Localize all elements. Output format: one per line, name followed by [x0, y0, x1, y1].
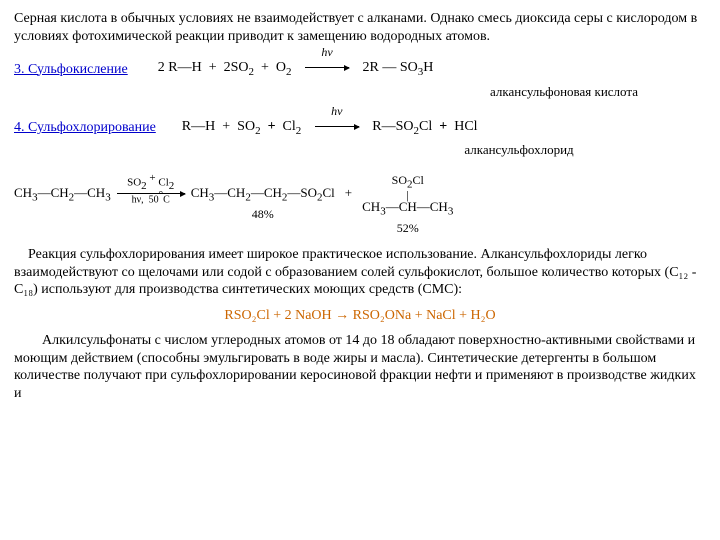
ex-arrow: SO2 + Cl2 hν, 50°C	[111, 173, 191, 202]
section-3-row: 3. Сульфокисление 2 R—H + 2SO2 + O2 hν 2…	[14, 59, 706, 80]
rhs1-tail: Cl	[419, 119, 432, 134]
section-4-title: 4. Сульфохлорирование	[14, 119, 156, 137]
rhs-tail: H	[423, 60, 433, 75]
lhs1-4: R—H	[182, 119, 215, 134]
arrow-3-cond: hν	[302, 45, 352, 60]
paragraph-1: Реакция сульфохлорирования имеет широкое…	[14, 246, 706, 299]
pct-2: 52%	[362, 221, 453, 236]
orange-equation: RSO₂Cl + 2 NaOH → RSO₂ONa + NaCl + H₂O	[14, 307, 706, 325]
paragraph-2: Алкилсульфонаты с числом углеродных атом…	[14, 332, 706, 402]
lhs3: O	[276, 60, 286, 75]
arrow-3: hν	[302, 59, 352, 77]
product-2: SO2Cl | CH3—CH—CH3 52%	[362, 173, 453, 237]
lhs3-4: Cl	[283, 119, 296, 134]
rhs1-4: R—SO	[372, 119, 413, 134]
pct-1: 48%	[191, 207, 335, 222]
eq-4: R—H + SO2 + Cl2 hν R—SO2Cl + HCl	[182, 118, 478, 139]
reactant: CH3—CH2—CH3	[14, 173, 111, 205]
intro-text: Серная кислота в обычных условиях не вза…	[14, 10, 706, 45]
arrow-4-cond: hν	[312, 104, 362, 119]
arrow-4: hν	[312, 118, 362, 136]
example-reaction: CH3—CH2—CH3 SO2 + Cl2 hν, 50°C CH3—CH2—C…	[14, 173, 706, 237]
rhs: 2R — SO	[363, 60, 418, 75]
eq-3: 2 R—H + 2SO2 + O2 hν 2R — SO3H	[158, 59, 434, 80]
ex-plus: +	[335, 173, 362, 201]
lhs2-4: SO	[237, 119, 255, 134]
product-1: CH3—CH2—CH2—SO2Cl 48%	[191, 173, 335, 222]
lhs1: 2 R—H	[158, 60, 202, 75]
lhs2: 2SO	[224, 60, 249, 75]
section-4-row: 4. Сульфохлорирование R—H + SO2 + Cl2 hν…	[14, 118, 706, 139]
section-3-title: 3. Сульфокисление	[14, 61, 128, 79]
product-label-3: алкансульфоновая кислота	[484, 84, 644, 100]
rhs2-4: HCl	[454, 119, 477, 134]
product-label-4: алкансульфохлорид	[444, 142, 594, 158]
